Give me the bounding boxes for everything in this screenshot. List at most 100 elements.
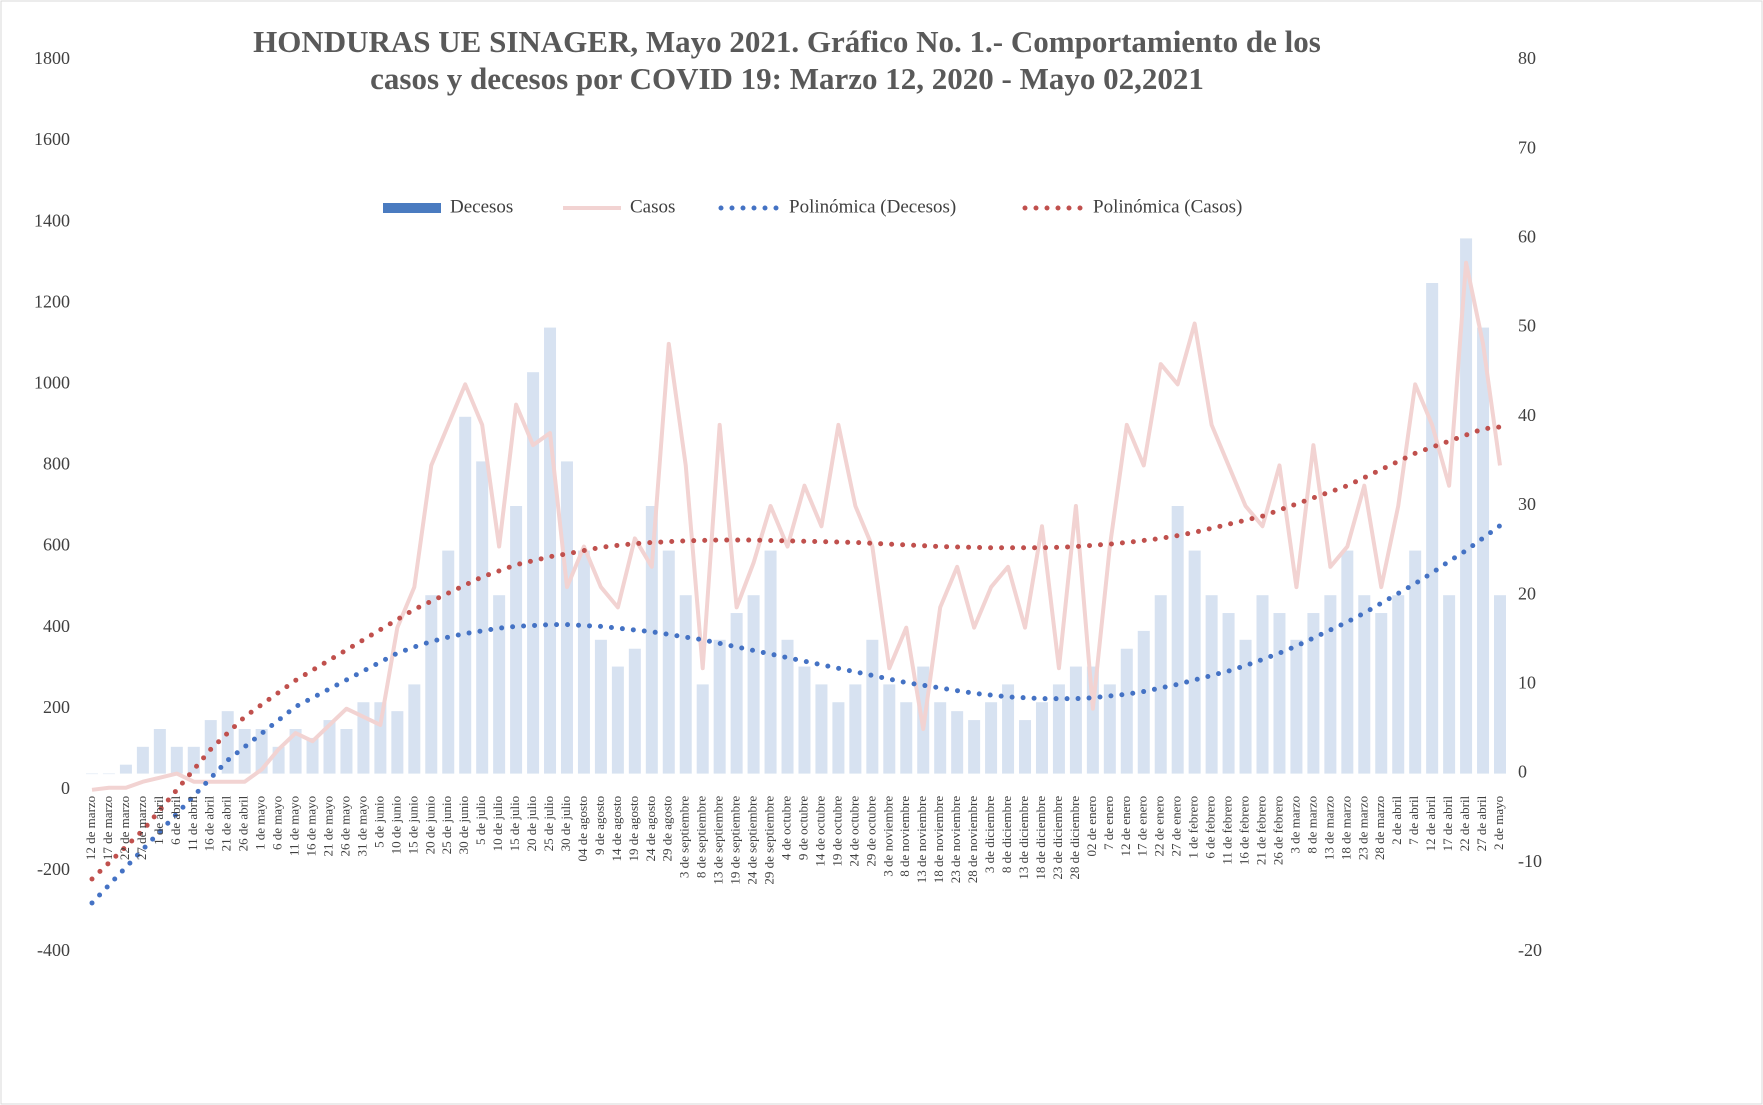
bar [136,746,149,774]
x-tick-label: 9 de octubre [795,796,810,860]
x-tick-label: 22 de enero [1152,796,1167,857]
x-tick-label: 8 de diciembre [999,796,1014,873]
x-tick-label: 11 de mayo [287,796,302,856]
x-tick-label: 13 de noviembre [914,796,929,884]
y2-tick-label: 60 [1518,227,1536,247]
x-tick-label: 19 de septiembre [728,796,743,885]
bar [560,461,573,774]
bar [340,729,353,774]
bar [696,684,709,774]
x-tick-label: 25 de junio [439,796,454,855]
bar [1341,550,1354,774]
y-tick-label: -200 [37,859,70,879]
bar [187,746,200,774]
x-tick-label: 26 de febrero [1270,796,1285,865]
bar [510,506,523,774]
x-tick-label: 14 de octubre [812,796,827,867]
x-tick-label: 8 de noviembre [897,796,912,877]
x-tick-label: 12 de enero [1118,796,1133,857]
bar [1307,613,1320,774]
x-tick-label: 1 de mayo [253,796,268,850]
x-tick-label: 29 de agosto [660,796,675,862]
bar [577,550,590,774]
x-tick-label: 2 de mayo [1491,796,1506,850]
y-tick-label: 1400 [34,210,70,230]
x-tick-label: 30 de junio [456,796,471,855]
x-tick-label: 18 de noviembre [931,796,946,884]
bar [425,595,438,774]
x-tick-label: 6 de mayo [270,796,285,850]
y-tick-label: 1800 [34,48,70,68]
bar [1409,550,1422,774]
legend-swatch [383,203,441,213]
x-tick-label: 14 de agosto [609,796,624,862]
x-tick-label: 19 de octubre [829,796,844,867]
x-tick-label: 21 de febrero [1253,796,1268,865]
y-tick-label: 1600 [34,129,70,149]
y-tick-label: 0 [61,778,70,798]
x-tick-label: 23 de noviembre [948,796,963,884]
bar [544,327,557,774]
bar [679,595,692,774]
bar [764,550,777,774]
bar [900,702,913,774]
bar [611,666,624,774]
x-tick-label: 1 de febrero [1186,796,1201,859]
x-tick-label: 18 de marzo [1338,796,1353,860]
legend-label: Decesos [450,196,513,217]
bar [866,639,879,774]
x-tick-label: 29 de septiembre [762,796,777,885]
x-tick-label: 27 de marzo [134,796,149,860]
bar [1035,702,1048,774]
bar [1205,595,1218,774]
bar [730,613,743,774]
bar [1477,327,1490,774]
x-tick-label: 10 de junio [388,796,403,855]
x-tick-label: 5 de junio [371,796,386,848]
x-tick-label: 8 de marzo [1304,796,1319,854]
x-tick-label: 24 de septiembre [745,796,760,885]
bar [238,729,251,774]
x-tick-label: 11 de abril [185,795,200,850]
x-tick-label: 31 de mayo [354,796,369,857]
y2-tick-label: -20 [1518,940,1542,960]
bar [1290,639,1303,774]
x-tick-label: 7 de enero [1101,796,1116,850]
x-tick-label: 27 de abril [1474,795,1489,851]
x-tick-label: 30 de julio [558,796,573,852]
x-tick-label: 12 de marzo [83,796,98,860]
legend-label: Polinómica (Casos) [1093,196,1242,217]
x-tick-label: 20 de junio [422,796,437,855]
bar [815,684,828,774]
bar [832,702,845,774]
x-tick-label: 18 de diciembre [1033,796,1048,880]
x-tick-label: 16 de abril [202,795,217,851]
x-tick-label: 25 de julio [541,796,556,852]
bar [798,666,811,774]
x-tick-label: 20 de julio [524,796,539,852]
x-tick-label: 28 de marzo [1372,796,1387,860]
x-tick-label: 22 de marzo [117,796,132,860]
bar [1443,595,1456,774]
x-tick-label: 3 de diciembre [982,796,997,873]
x-tick-label: 13 de diciembre [1016,796,1031,880]
x-tick-label: 23 de marzo [1355,796,1370,860]
bar [442,550,455,774]
bar [1460,238,1473,774]
bar [968,720,981,774]
y-tick-label: 800 [43,454,70,474]
x-tick-label: 5 de julio [473,796,488,845]
x-tick-label: 24 de agosto [643,796,658,862]
x-tick-label: 16 de febrero [1237,796,1252,865]
bar [594,639,607,774]
bar [883,684,896,774]
y-tick-label: 600 [43,535,70,555]
x-tick-label: 28 de diciembre [1067,796,1082,880]
bar [1494,595,1506,774]
bar [1256,595,1269,774]
bar [1103,684,1116,774]
bar [323,720,336,774]
bar [170,746,183,774]
